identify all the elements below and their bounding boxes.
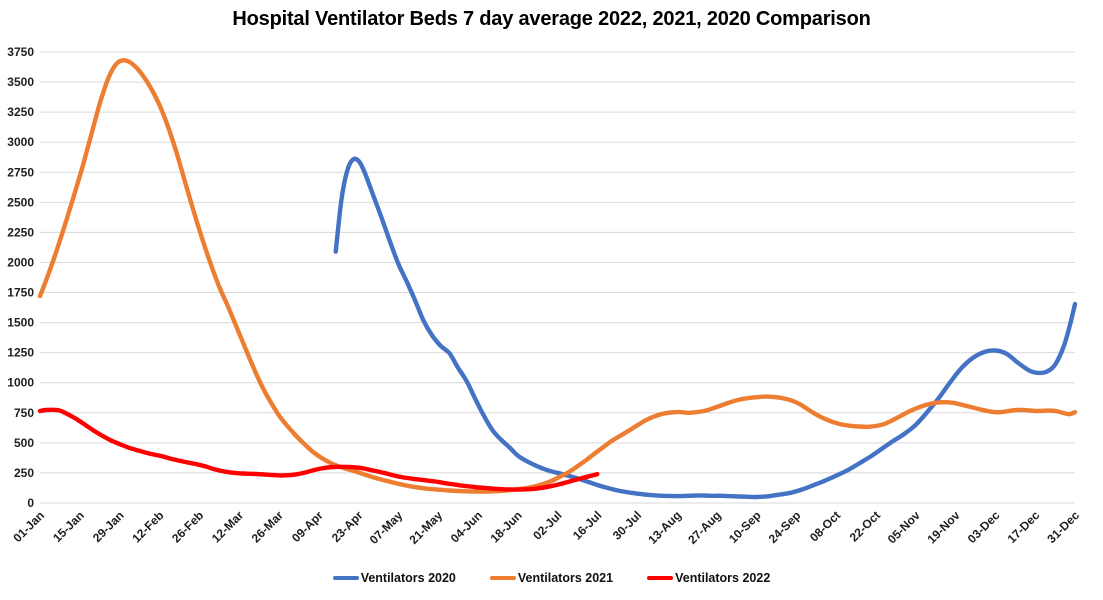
x-axis-tick-label: 03-Dec bbox=[965, 508, 1003, 546]
x-axis-tick-label: 26-Mar bbox=[249, 508, 286, 545]
x-axis-tick-label: 21-May bbox=[407, 508, 446, 547]
y-axis-tick-label: 0 bbox=[27, 496, 34, 510]
x-axis-tick-label: 10-Sep bbox=[726, 508, 764, 546]
x-axis-tick-label: 02-Jul bbox=[530, 508, 564, 542]
x-axis-tick-label: 24-Sep bbox=[766, 508, 804, 546]
y-axis-tick-label: 3750 bbox=[7, 45, 34, 59]
x-axis-tick-label: 26-Feb bbox=[169, 508, 206, 545]
legend-label: Ventilators 2021 bbox=[517, 571, 614, 585]
x-axis-tick-label: 22-Oct bbox=[847, 508, 883, 544]
y-axis-tick-label: 1000 bbox=[7, 376, 34, 390]
y-axis-tick-label: 3500 bbox=[7, 75, 34, 89]
x-axis-tick-label: 13-Aug bbox=[645, 508, 684, 547]
series-line-ventilators-2022 bbox=[37, 407, 600, 492]
legend-label: Ventilators 2022 bbox=[675, 571, 771, 585]
x-axis-tick-label: 17-Dec bbox=[1005, 508, 1043, 546]
x-axis-tick-label: 30-Jul bbox=[610, 508, 644, 542]
y-axis-tick-label: 750 bbox=[14, 406, 34, 420]
y-axis-tick-label: 2000 bbox=[7, 255, 34, 269]
y-axis-tick-label: 2250 bbox=[7, 225, 34, 239]
y-axis-tick-label: 2500 bbox=[7, 195, 34, 209]
x-axis-tick-label: 04-Jun bbox=[448, 508, 485, 545]
x-axis-tick-label: 18-Jun bbox=[488, 508, 525, 545]
y-axis-tick-label: 1500 bbox=[7, 316, 34, 330]
series-line-ventilators-2021 bbox=[37, 58, 1078, 494]
legend-item-2020: Ventilators 2020 bbox=[332, 571, 456, 585]
x-axis-tick-label: 19-Nov bbox=[925, 508, 963, 546]
x-axis-tick-label: 12-Feb bbox=[129, 508, 166, 545]
x-axis-tick-label: 29-Jan bbox=[90, 508, 127, 545]
legend-line-swatch-2022 bbox=[647, 576, 674, 580]
legend-item-2021: Ventilators 2021 bbox=[489, 571, 614, 585]
series-line-ventilators-2020 bbox=[333, 156, 1078, 500]
x-axis-tick-label: 08-Oct bbox=[807, 508, 843, 544]
y-axis-tick-label: 2750 bbox=[7, 165, 34, 179]
chart-legend: Ventilators 2020 Ventilators 2021 Ventil… bbox=[0, 571, 1103, 585]
y-axis-tick-label: 500 bbox=[14, 436, 34, 450]
legend-label: Ventilators 2020 bbox=[360, 571, 456, 585]
x-axis-tick-label: 23-Apr bbox=[329, 508, 366, 545]
x-axis-tick-label: 01-Jan bbox=[10, 508, 47, 545]
legend-line-swatch-2020 bbox=[332, 576, 359, 580]
y-axis-tick-label: 250 bbox=[14, 466, 34, 480]
x-axis-tick-label: 05-Nov bbox=[885, 508, 923, 546]
y-axis-tick-label: 3250 bbox=[7, 105, 34, 119]
legend-item-2022: Ventilators 2022 bbox=[647, 571, 770, 585]
x-axis-tick-label: 15-Jan bbox=[50, 508, 87, 545]
x-axis-tick-label: 12-Mar bbox=[209, 508, 246, 545]
x-axis-tick-label: 09-Apr bbox=[289, 508, 326, 545]
chart-title: Hospital Ventilator Beds 7 day average 2… bbox=[232, 8, 871, 30]
y-axis-tick-label: 1750 bbox=[7, 286, 34, 300]
y-axis-tick-label: 1250 bbox=[7, 346, 34, 360]
x-axis-tick-label: 31-Dec bbox=[1044, 508, 1082, 546]
x-axis-tick-label: 16-Jul bbox=[570, 508, 604, 542]
legend-line-swatch-2021 bbox=[489, 576, 516, 580]
x-axis-tick-label: 07-May bbox=[367, 508, 406, 547]
x-axis-tick-label: 27-Aug bbox=[685, 508, 724, 547]
y-axis-tick-label: 3000 bbox=[7, 135, 34, 149]
